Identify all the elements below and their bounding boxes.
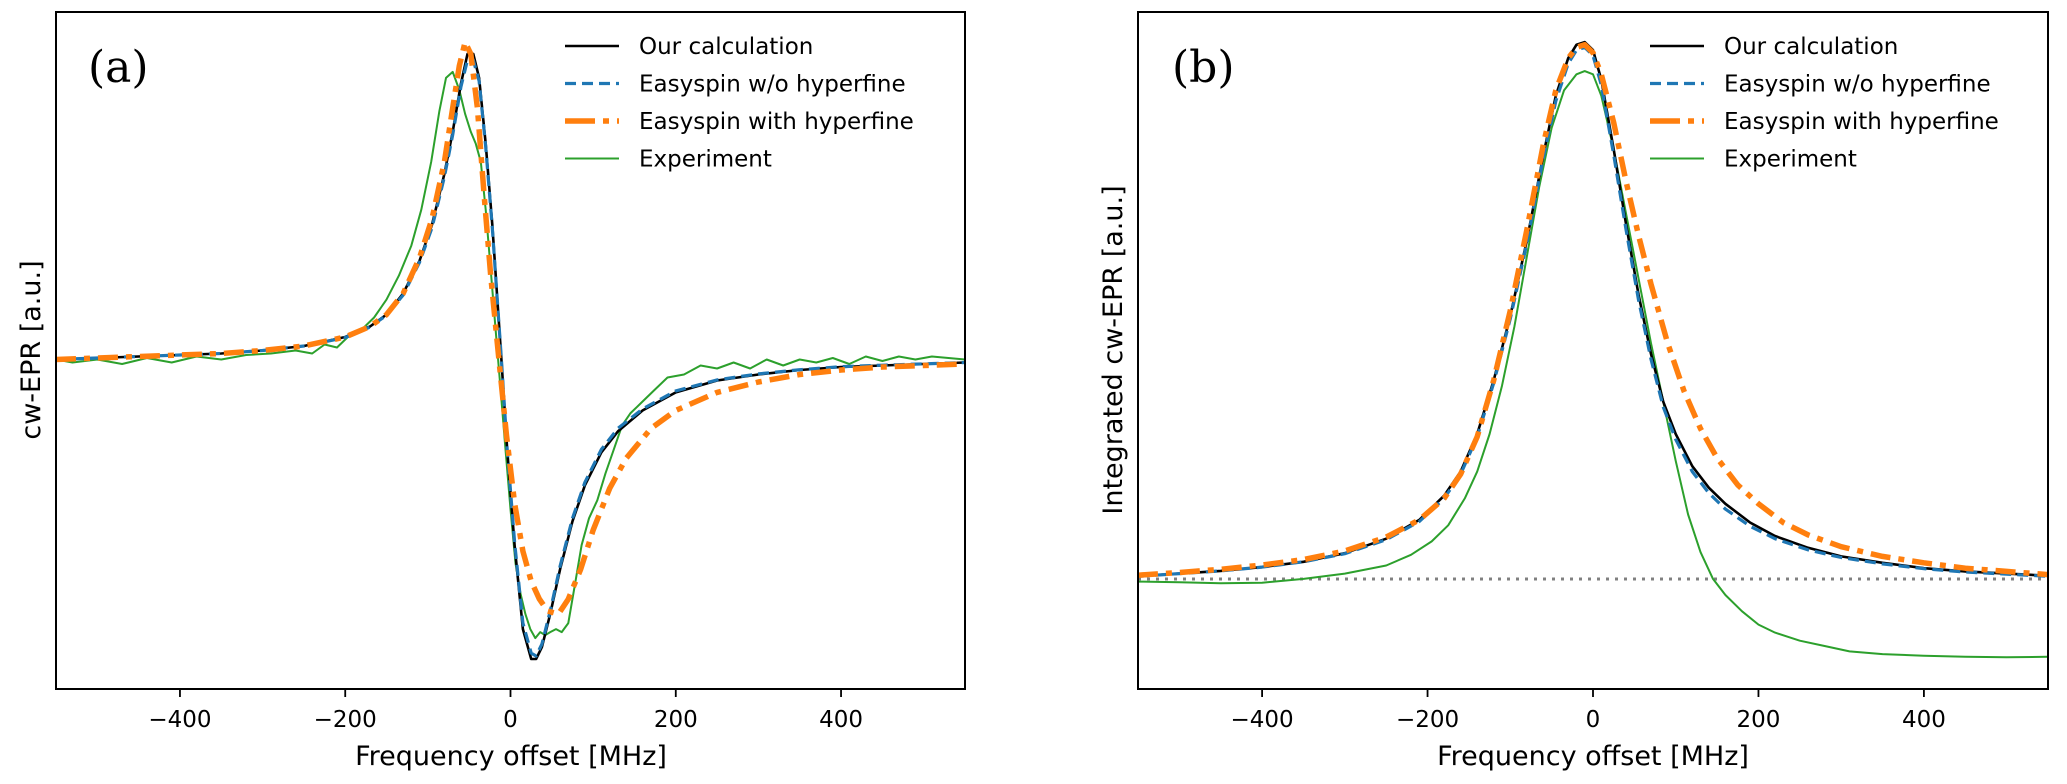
legend-label: Easyspin with hyperfine (1724, 109, 1999, 135)
legend-item: Our calculation (565, 34, 813, 60)
x-tick-label: −200 (314, 707, 377, 733)
panel-a-legend: Our calculation Easyspin w/o hyperfine Eas… (565, 34, 914, 173)
legend-label: Our calculation (1724, 34, 1898, 60)
panel-a-label: (a) (88, 42, 149, 93)
x-tick-label: 400 (1902, 707, 1946, 733)
legend-item: Easyspin with hyperfine (565, 109, 914, 135)
x-tick-label: 200 (1737, 707, 1781, 733)
panel-a-xticks: −400 −200 0 200 400 (148, 689, 863, 733)
panel-b-lines (1138, 40, 2048, 659)
x-tick-label: 400 (819, 707, 863, 733)
legend-label: Our calculation (639, 34, 813, 60)
x-tick-label: −400 (1231, 707, 1294, 733)
legend-item: Easyspin w/o hyperfine (565, 72, 906, 98)
panel-b-legend: Our calculation Easyspin w/o hyperfine Eas… (1650, 34, 1999, 173)
x-tick-label: 200 (654, 707, 698, 733)
legend-item: Experiment (1650, 147, 1857, 173)
series-line-easyspin-with-hyperfine (56, 39, 965, 617)
x-tick-label: −200 (1396, 707, 1459, 733)
legend-label: Experiment (1724, 147, 1857, 173)
x-tick-label: 0 (1586, 707, 1601, 733)
series-line-experiment (56, 70, 965, 640)
panel-a-lines (56, 39, 965, 661)
series-line-easyspin-with-hyperfine (1138, 41, 2048, 578)
series-line-experiment (1138, 70, 2048, 659)
panel-b-ylabel: Integrated cw-EPR [a.u.] (1098, 185, 1129, 514)
legend-label: Easyspin with hyperfine (639, 109, 914, 135)
panel-b-xticks: −400 −200 0 200 400 (1231, 689, 1946, 733)
x-tick-label: −400 (148, 707, 211, 733)
legend-item: Easyspin w/o hyperfine (1650, 72, 1991, 98)
panel-b-xlabel: Frequency offset [MHz] (1437, 741, 1749, 772)
panel-a: −400 −200 0 200 400 (a) Frequency offset [MH… (16, 11, 966, 772)
panel-a-xlabel: Frequency offset [MHz] (355, 741, 667, 772)
legend-label: Easyspin w/o hyperfine (639, 72, 906, 98)
legend-item: Easyspin with hyperfine (1650, 109, 1999, 135)
legend-item: Our calculation (1650, 34, 1898, 60)
legend-label: Easyspin w/o hyperfine (1724, 72, 1991, 98)
x-tick-label: 0 (503, 707, 518, 733)
panel-b: −400 −200 0 200 400 (b) Frequency offset [MH… (1098, 11, 2049, 772)
panel-a-ylabel: cw-EPR [a.u.] (16, 260, 47, 439)
panel-b-label: (b) (1172, 42, 1235, 93)
legend-item: Experiment (565, 147, 772, 173)
legend-label: Experiment (639, 147, 772, 173)
